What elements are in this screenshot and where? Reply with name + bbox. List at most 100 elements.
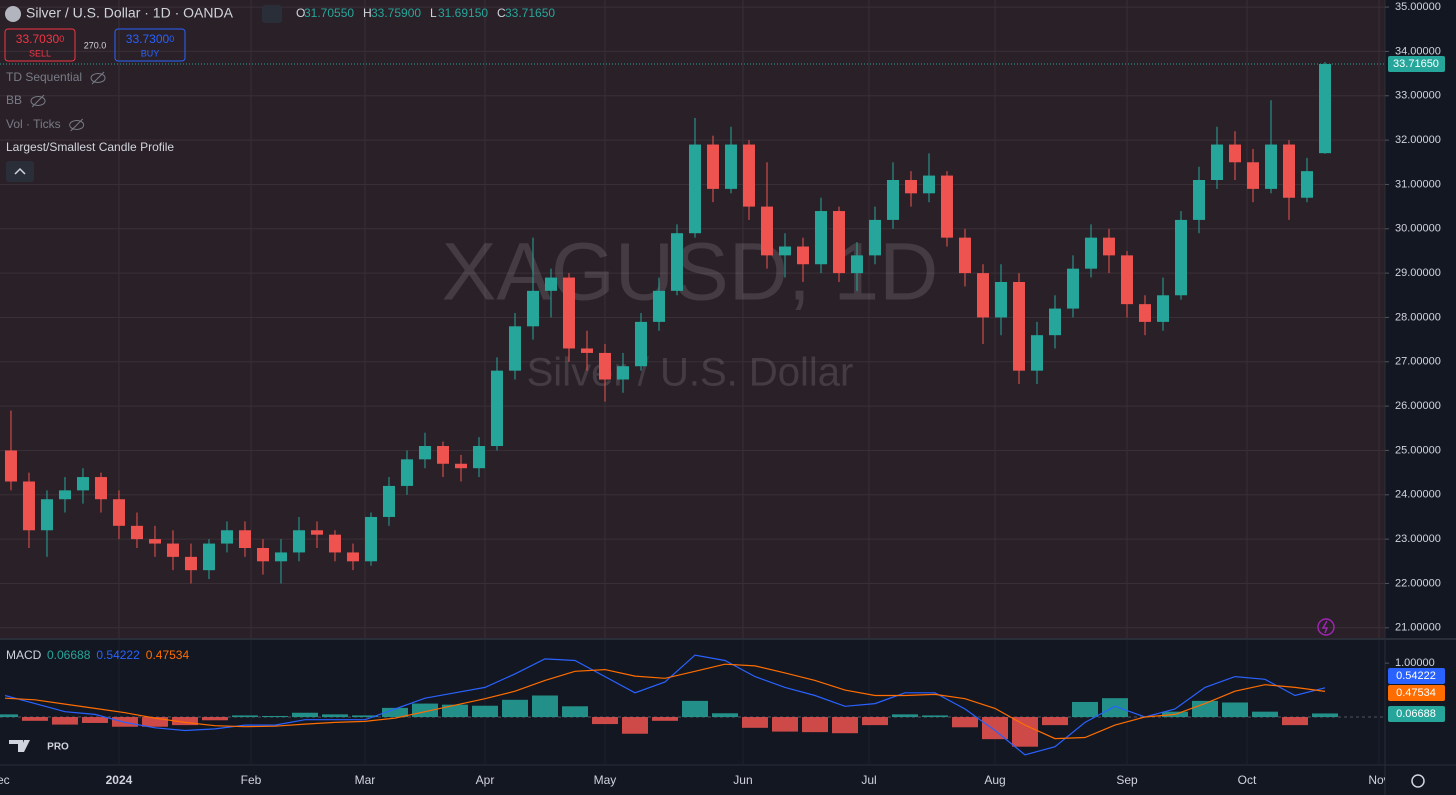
candle-body xyxy=(796,246,809,265)
collapse-button[interactable] xyxy=(6,161,34,182)
candle-body xyxy=(1120,255,1133,305)
candle-body xyxy=(580,348,593,353)
hidden-icon[interactable] xyxy=(90,73,106,83)
indicator-label[interactable]: BB xyxy=(6,93,22,107)
candle-body xyxy=(148,539,161,544)
candle-body xyxy=(166,543,179,557)
sell-price[interactable]: 33.70300 xyxy=(16,32,64,46)
candle-body xyxy=(976,273,989,318)
candle-body xyxy=(274,552,287,562)
ohlc-value: 31.70550 xyxy=(304,6,354,20)
visibility-toggle[interactable] xyxy=(262,5,282,23)
x-tick-label: Jul xyxy=(861,773,876,787)
alert-icon[interactable] xyxy=(1317,618,1335,636)
y-tick-label: 28.00000 xyxy=(1395,311,1441,323)
candle-body xyxy=(58,490,71,500)
candle-body xyxy=(958,237,971,274)
indicator-label[interactable]: TD Sequential xyxy=(6,70,82,84)
histogram-bar xyxy=(921,715,948,718)
buy-price[interactable]: 33.73000 xyxy=(126,32,174,46)
hidden-icon-slash xyxy=(91,71,105,85)
histogram-bar xyxy=(711,713,738,718)
ohlc-label: L xyxy=(430,6,437,20)
candle-body xyxy=(1264,144,1277,189)
symbol-title[interactable]: Silver / U.S. Dollar · 1D · OANDA xyxy=(26,5,234,21)
y-tick-label: 26.00000 xyxy=(1395,400,1441,412)
candle-body xyxy=(4,450,17,482)
y-tick-label: 29.00000 xyxy=(1395,267,1441,279)
x-tick-label: Nov xyxy=(1368,773,1389,787)
histogram-bar xyxy=(1251,711,1278,718)
sell-button[interactable] xyxy=(4,28,76,62)
histogram-bar xyxy=(291,712,318,718)
pro-badge-text: PRO xyxy=(47,742,69,753)
macd-legend-value: 0.06688 xyxy=(47,648,91,662)
candle-body xyxy=(544,277,557,291)
pro-badge xyxy=(43,740,73,753)
candle-body xyxy=(310,530,323,535)
candle-body xyxy=(652,290,665,322)
hidden-icon-slash xyxy=(70,118,84,132)
histogram-bar xyxy=(141,717,168,727)
x-tick-label: Mar xyxy=(355,773,376,787)
y-tick-label: 31.00000 xyxy=(1395,178,1441,190)
indicator-label[interactable]: Largest/Smallest Candle Profile xyxy=(6,140,174,154)
candle-body xyxy=(598,352,611,380)
candle-body xyxy=(1012,281,1025,371)
y-tick-label: 27.00000 xyxy=(1395,356,1441,368)
hidden-icon[interactable] xyxy=(30,96,46,106)
histogram-bar xyxy=(1041,717,1068,726)
indicator-label[interactable]: Vol · Ticks xyxy=(6,117,61,131)
y-tick-label: 1.00000 xyxy=(1395,657,1435,669)
ohlc-value: 31.69150 xyxy=(438,6,488,20)
y-tick-label: 35.00000 xyxy=(1395,1,1441,13)
candle-body xyxy=(778,246,791,256)
settings-icon[interactable] xyxy=(1411,774,1425,788)
histogram-bar xyxy=(501,699,528,718)
buy-button[interactable] xyxy=(114,28,186,62)
macd-value-label: 0.54222 xyxy=(1396,670,1436,682)
histogram-bar xyxy=(1191,700,1218,718)
candle-body xyxy=(1282,144,1295,198)
macd-title: MACD xyxy=(6,648,42,662)
candle-body xyxy=(1228,144,1241,163)
macd-value-box xyxy=(1388,706,1445,722)
histogram-bar xyxy=(381,707,408,718)
histogram-bar xyxy=(471,705,498,718)
buy-label[interactable]: BUY xyxy=(141,48,160,58)
x-tick-label: May xyxy=(594,773,617,787)
candle-body xyxy=(670,233,683,291)
last-price-box xyxy=(1388,55,1445,72)
y-tick-label: 23.00000 xyxy=(1395,533,1441,545)
candle-body xyxy=(940,175,953,238)
candle-body xyxy=(76,477,89,491)
candle-body xyxy=(454,463,467,469)
histogram-bar xyxy=(621,717,648,734)
candle-body xyxy=(724,144,737,189)
histogram-bar xyxy=(801,717,828,733)
symbol-icon[interactable] xyxy=(5,6,21,22)
x-tick-label: Jun xyxy=(733,773,752,787)
candle-body xyxy=(1192,180,1205,220)
y-tick-label: 24.00000 xyxy=(1395,489,1441,501)
x-tick-label: 2024 xyxy=(106,773,133,787)
histogram-bar xyxy=(861,717,888,726)
candle-body xyxy=(418,446,431,460)
candle-body xyxy=(814,211,827,265)
hidden-icon[interactable] xyxy=(69,120,85,130)
tv-logo xyxy=(9,740,30,752)
candle-body xyxy=(328,534,341,553)
candle-body xyxy=(130,525,143,540)
candle-body xyxy=(490,370,503,447)
candle-body xyxy=(1084,237,1097,269)
last-price-label: 33.71650 xyxy=(1393,58,1439,70)
candle-body xyxy=(760,206,773,256)
macd-value-box xyxy=(1388,685,1445,701)
price-axis xyxy=(1385,0,1456,795)
histogram-bar xyxy=(201,717,228,721)
sell-label[interactable]: SELL xyxy=(29,48,51,58)
candle-body xyxy=(616,366,629,380)
candle-body xyxy=(202,543,215,571)
histogram-bar xyxy=(981,717,1008,740)
